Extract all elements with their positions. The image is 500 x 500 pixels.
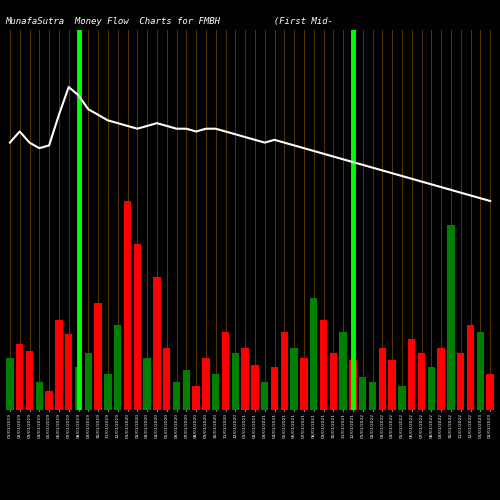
Bar (192, 386, 200, 410)
Bar (104, 374, 112, 410)
Bar (378, 348, 386, 410)
Bar (55, 320, 62, 410)
Bar (428, 367, 435, 410)
Bar (438, 348, 445, 410)
Text: MunafaSutra  Money Flow  Charts for FMBH          (First Mid-                   : MunafaSutra Money Flow Charts for FMBH (… (5, 18, 500, 26)
Bar (134, 244, 141, 410)
Bar (447, 225, 454, 410)
Bar (94, 303, 102, 410)
Bar (330, 353, 337, 410)
Bar (476, 332, 484, 410)
Bar (26, 350, 33, 410)
Bar (388, 360, 396, 410)
Bar (173, 382, 180, 410)
Bar (222, 332, 229, 410)
Bar (65, 334, 72, 410)
Bar (36, 382, 43, 410)
Bar (114, 324, 122, 410)
Bar (75, 367, 82, 410)
Bar (261, 382, 268, 410)
Bar (212, 374, 220, 410)
Bar (349, 360, 356, 410)
Bar (467, 324, 474, 410)
Bar (232, 353, 239, 410)
Bar (124, 201, 131, 410)
Bar (486, 374, 494, 410)
Bar (202, 358, 209, 410)
Bar (340, 332, 347, 410)
Bar (46, 391, 53, 410)
Bar (457, 353, 464, 410)
Bar (182, 370, 190, 410)
Bar (84, 353, 92, 410)
Bar (290, 348, 298, 410)
Bar (6, 358, 14, 410)
Bar (320, 320, 327, 410)
Bar (398, 386, 406, 410)
Bar (300, 358, 308, 410)
Bar (418, 353, 425, 410)
Bar (271, 367, 278, 410)
Bar (310, 298, 318, 410)
Bar (144, 358, 151, 410)
Bar (408, 339, 416, 410)
Bar (251, 365, 258, 410)
Bar (280, 332, 288, 410)
Bar (359, 377, 366, 410)
Bar (369, 382, 376, 410)
Bar (153, 277, 160, 410)
Bar (242, 348, 249, 410)
Bar (16, 344, 24, 410)
Bar (163, 348, 170, 410)
